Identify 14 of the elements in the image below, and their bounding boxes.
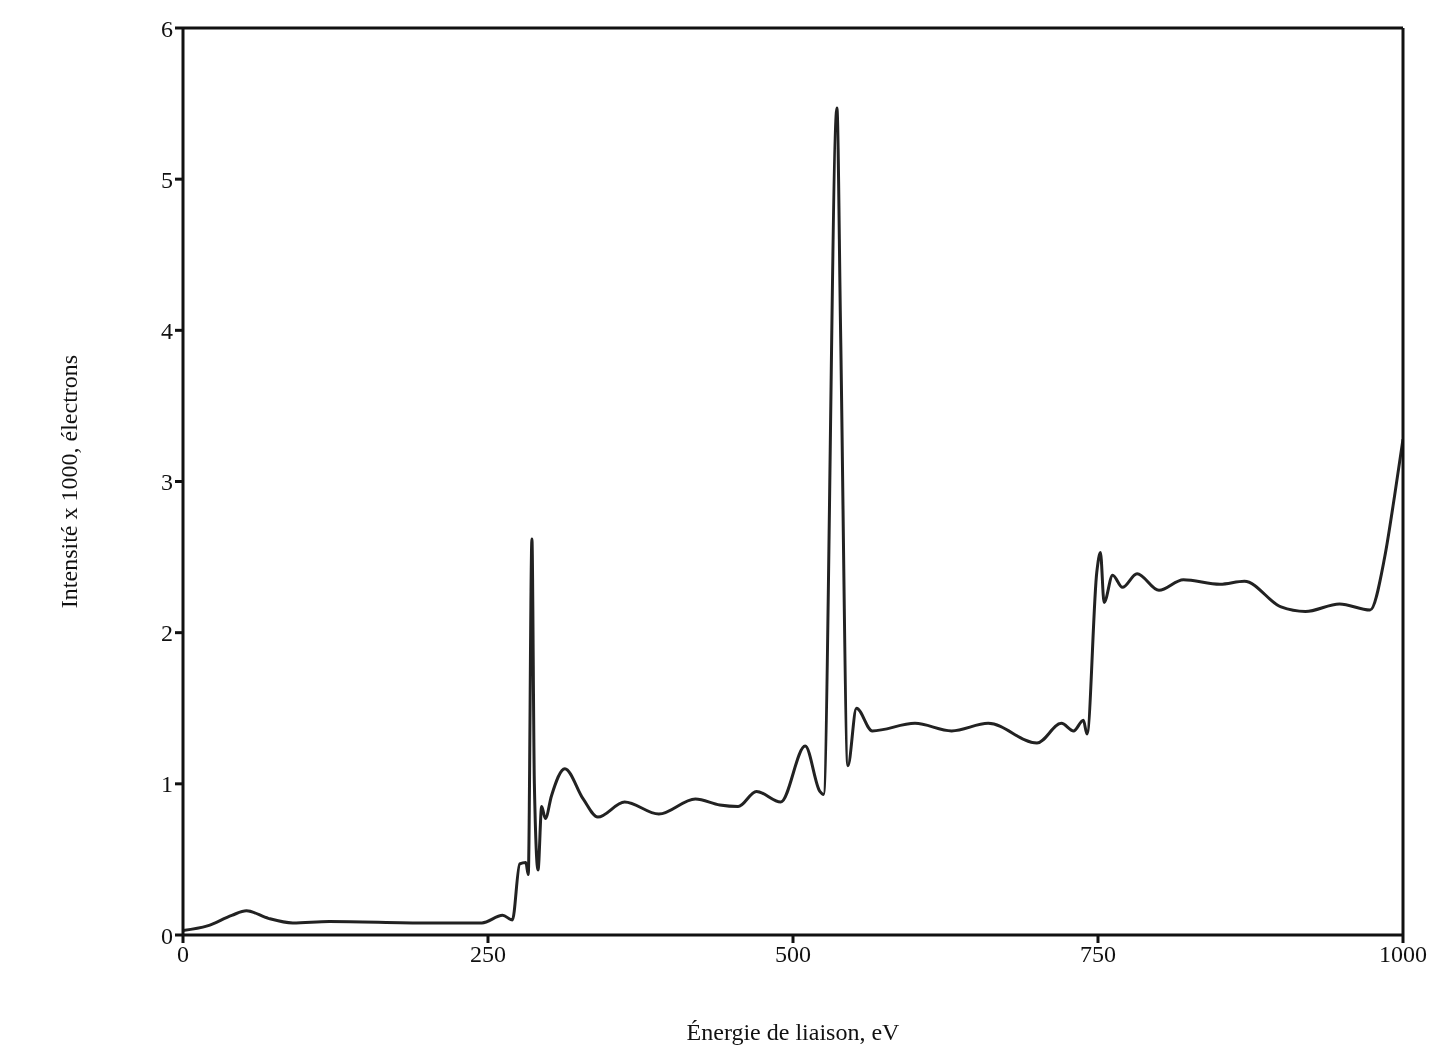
y-tick-label: 4 xyxy=(161,317,173,344)
line-series xyxy=(183,106,1403,932)
y-tick-label: 3 xyxy=(161,469,173,496)
y-tick-label: 2 xyxy=(161,620,173,647)
y-tick-label: 1 xyxy=(161,771,173,798)
x-tick-label: 750 xyxy=(1080,941,1116,968)
y-tick-label: 6 xyxy=(161,15,173,42)
x-tick-label: 1000 xyxy=(1379,941,1427,968)
y-tick-label: 0 xyxy=(161,922,173,949)
x-tick-label: 250 xyxy=(470,941,506,968)
x-tick-label: 500 xyxy=(775,941,811,968)
x-axis-title: Énergie de liaison, eV xyxy=(686,1019,901,1045)
y-axis-title: Intensité x 1000, électrons xyxy=(55,354,82,609)
y-tick-label: 5 xyxy=(161,166,173,193)
